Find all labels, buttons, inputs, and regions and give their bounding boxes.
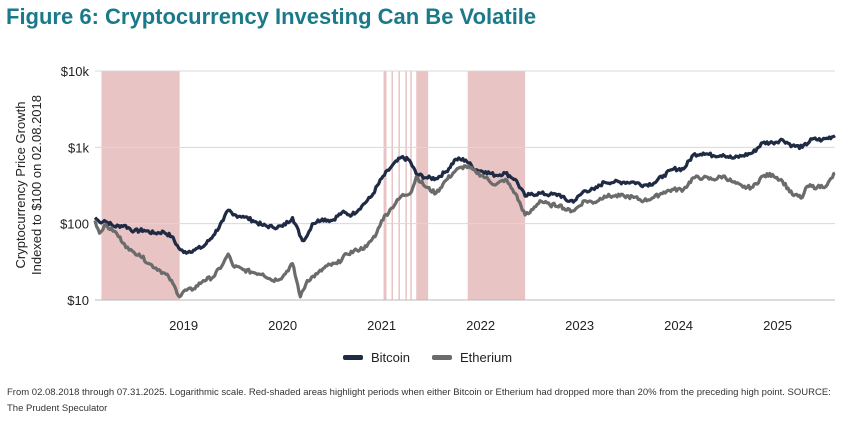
- legend-swatch-bitcoin: [342, 355, 363, 360]
- series-line-bitcoin: [93, 134, 836, 255]
- legend-swatch-etherium: [432, 355, 452, 360]
- x-tick-label-6: 2025: [763, 318, 792, 333]
- drawdown-shade-2: [391, 71, 393, 300]
- x-tick-label-1: 2020: [268, 318, 297, 333]
- x-tick-label-4: 2023: [565, 318, 594, 333]
- series-line-etherium: [93, 164, 836, 299]
- x-tick-label-5: 2024: [664, 318, 693, 333]
- drawdown-shade-3: [398, 71, 400, 300]
- y-tick-label-0: $10: [67, 293, 89, 308]
- drawdown-shade-5: [410, 71, 412, 300]
- chart-title: Figure 6: Cryptocurrency Investing Can B…: [6, 4, 537, 29]
- y-tick-label-2: $1k: [68, 140, 89, 155]
- chart-legend: Bitcoin Etherium: [0, 350, 855, 365]
- legend-label-etherium: Etherium: [460, 350, 513, 365]
- footnote: From 02.08.2018 through 07.31.2025. Loga…: [7, 387, 831, 414]
- drawdown-shade-1: [383, 71, 387, 300]
- legend-label-bitcoin: Bitcoin: [370, 350, 410, 365]
- x-tick-label-0: 2019: [169, 318, 198, 333]
- x-tick-label-3: 2022: [466, 318, 495, 333]
- price-growth-chart: $10 $100 $1k $10k 2019 2020 2021 2022 2023 2024 20…: [60, 64, 836, 333]
- y-tick-label-1: $100: [60, 217, 89, 232]
- y-tick-label-3: $10k: [61, 64, 90, 79]
- drawdown-shade-4: [405, 71, 407, 300]
- drawdown-shade-0: [101, 71, 180, 300]
- legend-item-etherium: Etherium: [432, 350, 512, 365]
- legend-item-bitcoin: Bitcoin: [342, 350, 410, 365]
- x-tick-label-2: 2021: [367, 318, 396, 333]
